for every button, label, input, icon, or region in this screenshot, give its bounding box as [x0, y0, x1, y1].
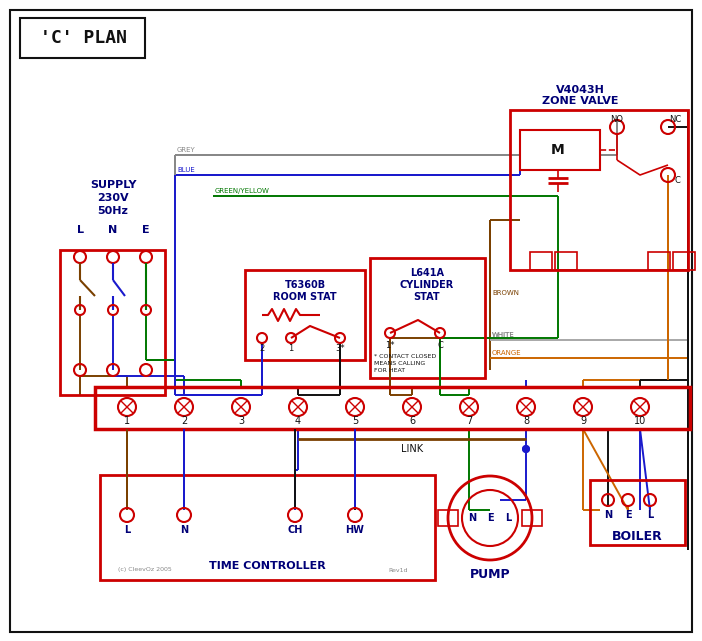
- Text: HW: HW: [345, 525, 364, 535]
- Text: NO: NO: [611, 115, 623, 124]
- Text: C: C: [674, 176, 680, 185]
- Bar: [20, 18, 145, 58]
- Text: N: N: [108, 225, 118, 235]
- Text: L: L: [77, 225, 84, 235]
- Text: 'C' PLAN: 'C' PLAN: [39, 29, 126, 47]
- Bar: [370, 258, 485, 378]
- Text: ZONE VALVE: ZONE VALVE: [542, 96, 618, 106]
- Bar: [590, 480, 685, 545]
- Text: 4: 4: [295, 416, 301, 426]
- Text: MEANS CALLING: MEANS CALLING: [374, 360, 425, 365]
- Text: 7: 7: [466, 416, 472, 426]
- Bar: [530, 252, 552, 270]
- Bar: [673, 252, 695, 270]
- Text: E: E: [486, 513, 494, 523]
- Text: WHITE: WHITE: [492, 332, 515, 338]
- Text: FOR HEAT: FOR HEAT: [374, 367, 405, 372]
- Bar: [95, 387, 690, 429]
- Text: CYLINDER: CYLINDER: [400, 280, 454, 290]
- Bar: [60, 250, 165, 395]
- Text: E: E: [625, 510, 631, 520]
- Text: GREEN/YELLOW: GREEN/YELLOW: [215, 188, 270, 194]
- Text: BOILER: BOILER: [611, 531, 663, 544]
- Text: * CONTACT CLOSED: * CONTACT CLOSED: [374, 353, 436, 358]
- Text: STAT: STAT: [413, 292, 440, 302]
- Bar: [522, 510, 542, 526]
- Text: 1: 1: [289, 344, 293, 353]
- Text: M: M: [551, 143, 565, 157]
- Bar: [245, 270, 365, 360]
- Text: ROOM STAT: ROOM STAT: [273, 292, 337, 302]
- Text: V4043H: V4043H: [555, 85, 604, 95]
- Bar: [555, 252, 577, 270]
- Bar: [648, 252, 670, 270]
- Text: 230V: 230V: [97, 193, 128, 203]
- Text: 1: 1: [124, 416, 130, 426]
- Text: L: L: [124, 525, 130, 535]
- Text: L: L: [647, 510, 653, 520]
- Bar: [510, 110, 688, 270]
- Text: N: N: [468, 513, 476, 523]
- Bar: [438, 510, 458, 526]
- Text: ORANGE: ORANGE: [492, 350, 522, 356]
- Text: T6360B: T6360B: [284, 280, 326, 290]
- Text: LINK: LINK: [401, 444, 423, 454]
- Text: N: N: [180, 525, 188, 535]
- Bar: [520, 130, 600, 170]
- Text: 1*: 1*: [385, 340, 395, 349]
- Text: 2: 2: [181, 416, 187, 426]
- Text: 3*: 3*: [335, 344, 345, 353]
- Text: 10: 10: [634, 416, 646, 426]
- Text: C: C: [437, 340, 443, 349]
- Text: (c) CleevOz 2005: (c) CleevOz 2005: [118, 567, 172, 572]
- Text: GREY: GREY: [177, 147, 196, 153]
- Text: BROWN: BROWN: [492, 290, 519, 296]
- Text: 8: 8: [523, 416, 529, 426]
- Text: 2: 2: [259, 344, 265, 353]
- Text: E: E: [143, 225, 150, 235]
- Text: NC: NC: [669, 115, 681, 124]
- Text: CH: CH: [287, 525, 303, 535]
- Text: L: L: [505, 513, 511, 523]
- Text: 9: 9: [580, 416, 586, 426]
- Text: Rev1d: Rev1d: [388, 567, 407, 572]
- Circle shape: [522, 445, 530, 453]
- Text: 5: 5: [352, 416, 358, 426]
- Text: BLUE: BLUE: [177, 167, 194, 173]
- Bar: [100, 475, 435, 580]
- Text: 3: 3: [238, 416, 244, 426]
- Text: 6: 6: [409, 416, 415, 426]
- Text: TIME CONTROLLER: TIME CONTROLLER: [208, 561, 325, 571]
- Text: SUPPLY: SUPPLY: [90, 180, 136, 190]
- Text: PUMP: PUMP: [470, 569, 510, 581]
- Text: L641A: L641A: [410, 268, 444, 278]
- Circle shape: [522, 445, 530, 453]
- Text: N: N: [604, 510, 612, 520]
- Text: WHITE: WHITE: [492, 332, 515, 338]
- Text: 50Hz: 50Hz: [98, 206, 128, 216]
